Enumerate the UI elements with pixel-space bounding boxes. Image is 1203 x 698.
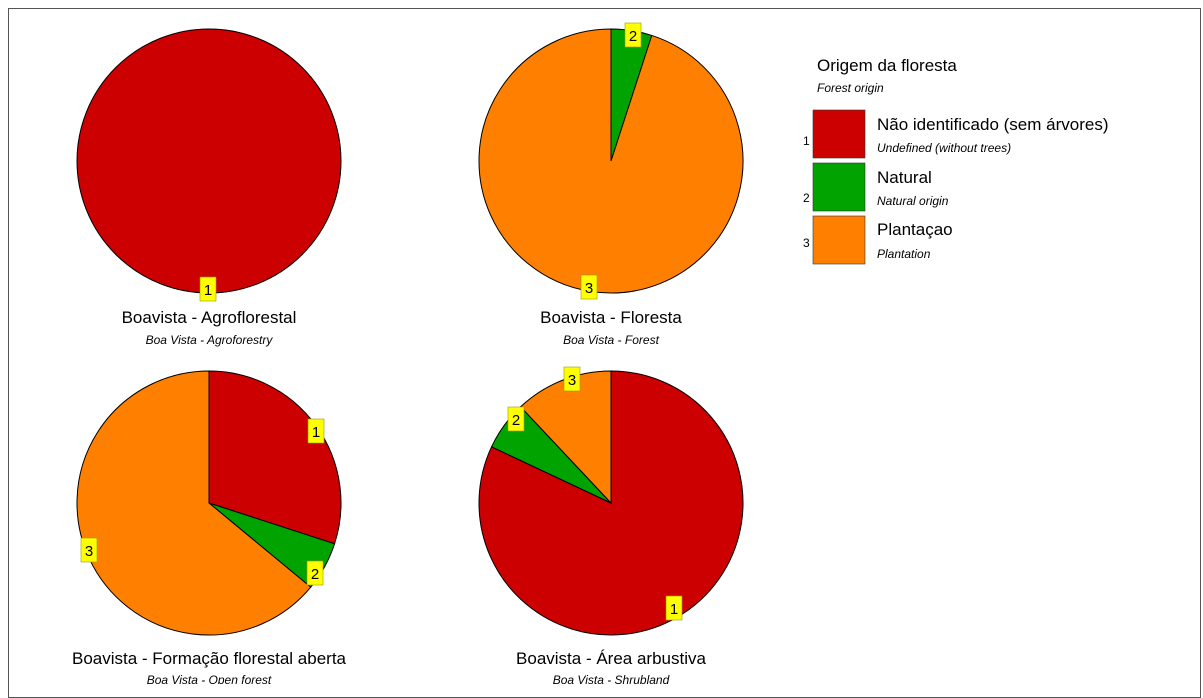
legend-item-1-label: Não identificado (sem árvores): [877, 115, 1108, 134]
slice-label-text: 3: [85, 543, 93, 560]
legend-item-3-sublabel: Plantation: [877, 247, 931, 261]
slice-label-text: 1: [204, 282, 212, 299]
legend-item-3-number: 3: [803, 236, 810, 250]
slice-label-text: 1: [312, 424, 320, 441]
legend-item-1-number: 1: [803, 134, 810, 148]
slice-label-box: [580, 274, 598, 300]
pie-4-slice-1-label: 1: [665, 595, 683, 621]
pie-4-slice-3: [519, 370, 612, 505]
slice-label-box: [306, 560, 324, 586]
pie-charts-group: 1 Boavista - Agroflorestal Boa Vista - Agr…: [72, 22, 744, 684]
legend-item-1-swatch: [812, 109, 866, 159]
slice-label-text: 1: [670, 601, 678, 618]
pie-2-title: Boavista - Floresta: [540, 308, 682, 327]
pie-1-title: Boavista - Agroflorestal: [122, 308, 297, 327]
charts-canvas: 1 Boavista - Agroflorestal Boa Vista - Agr…: [72, 22, 1108, 684]
legend-item-2-number: 2: [803, 191, 810, 205]
pie-1-slice-1-label: 1: [199, 276, 217, 302]
slice-label-text: 3: [585, 280, 593, 297]
legend-item-3-swatch: [812, 215, 866, 265]
pie-2-slice-3-label: 3: [580, 274, 598, 300]
pie-3-title: Boavista - Formação florestal aberta: [72, 649, 347, 668]
slice-label-box: [80, 537, 98, 563]
legend-item-2-label: Natural: [877, 168, 932, 187]
legend-item-3-label: Plantaçao: [877, 220, 953, 239]
legend-item-2-swatch: [812, 162, 866, 212]
pie-chart-1: 1 Boavista - Agroflorestal Boa Vista - Agr…: [76, 28, 342, 347]
pie-3-slice-1-label: 1: [307, 418, 325, 444]
pie-1-slice-1: [76, 28, 342, 294]
pie-2-subtitle: Boa Vista - Forest: [563, 333, 659, 347]
pie-4-slice-2-label: 2: [507, 406, 525, 432]
slice-label-box: [507, 406, 525, 432]
slice-label-text: 2: [311, 566, 319, 583]
slice-label-box: [199, 276, 217, 302]
slice-label-box: [624, 22, 642, 48]
legend-title: Origem da floresta: [817, 56, 957, 75]
pie-3-subtitle: Boa Vista - Open forest: [147, 673, 272, 684]
pie-1-subtitle: Boa Vista - Agroforestry: [146, 333, 274, 347]
pie-3-slice-3-label: 3: [80, 537, 98, 563]
slice-label-box: [307, 418, 325, 444]
slice-label-text: 3: [568, 372, 576, 389]
pie-4-subtitle: Boa Vista - Shrubland: [553, 673, 670, 684]
slice-label-text: 2: [629, 28, 637, 45]
pie-4-title: Boavista - Área arbustiva: [516, 649, 706, 668]
pie-chart-3: 1 2 3 Boavista - Formação florestal aberta B…: [72, 370, 347, 684]
pie-chart-2: 2 3 Boavista - Floresta Boa Vista - Forest: [478, 22, 744, 347]
pie-3-slice-2-label: 2: [306, 560, 324, 586]
slice-label-box: [563, 366, 581, 392]
legend-subtitle: Forest origin: [817, 81, 884, 95]
slice-label-text: 2: [512, 412, 520, 429]
legend-item-2-sublabel: Natural origin: [877, 194, 949, 208]
pie-2-slice-2-label: 2: [624, 22, 642, 48]
legend-item-1-sublabel: Undefined (without trees): [877, 141, 1011, 155]
pie-chart-4: 1 2 3 Boavista - Área arbustiva Boa Vista - …: [478, 366, 744, 684]
legend: Origem da floresta Forest origin 1 Não i…: [803, 56, 1108, 265]
slice-label-box: [665, 595, 683, 621]
pie-2-slice-3: [478, 28, 744, 294]
pie-4-slice-3-label: 3: [563, 366, 581, 392]
